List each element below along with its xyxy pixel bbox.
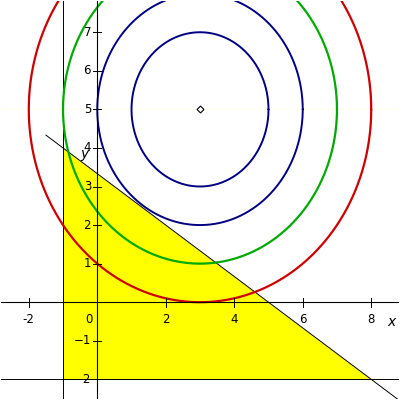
Text: 4: 4 [230, 313, 238, 326]
Text: 8: 8 [368, 313, 375, 326]
Text: 0: 0 [85, 313, 92, 326]
Text: 4: 4 [84, 142, 91, 154]
Polygon shape [63, 148, 371, 379]
Text: y: y [80, 147, 89, 161]
Text: 6: 6 [299, 313, 306, 326]
Text: 6: 6 [84, 64, 91, 77]
Text: 2: 2 [162, 313, 170, 326]
Text: 2: 2 [84, 218, 91, 232]
Text: −1: −1 [74, 334, 91, 347]
Text: 1: 1 [84, 257, 91, 270]
Text: 3: 3 [84, 180, 91, 193]
Text: −2: −2 [74, 373, 91, 386]
Text: 7: 7 [84, 26, 91, 39]
Text: x: x [388, 314, 396, 328]
Text: 5: 5 [84, 103, 91, 116]
Text: -2: -2 [23, 313, 35, 326]
